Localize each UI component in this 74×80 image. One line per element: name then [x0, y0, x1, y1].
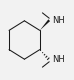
Text: NH: NH — [52, 55, 65, 64]
Polygon shape — [40, 19, 50, 30]
Text: NH: NH — [52, 16, 65, 25]
